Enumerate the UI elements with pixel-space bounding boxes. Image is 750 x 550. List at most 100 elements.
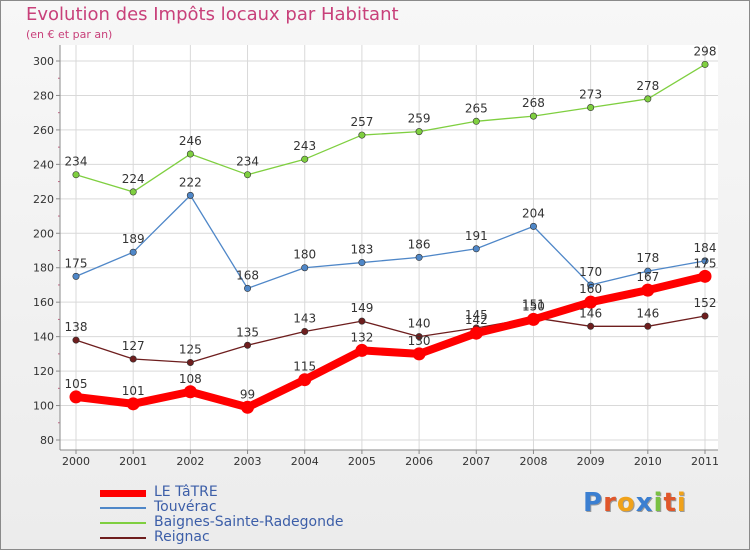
- y-tick-label: 180: [33, 262, 54, 275]
- x-tick-label: 2006: [405, 455, 433, 468]
- data-label: 101: [122, 384, 145, 398]
- data-label: 204: [522, 206, 545, 220]
- data-label: 234: [236, 155, 259, 169]
- data-point: [412, 347, 426, 361]
- data-point: [698, 269, 712, 283]
- data-point: [126, 397, 140, 411]
- data-point: [358, 131, 366, 139]
- data-point: [587, 281, 595, 289]
- data-label: 140: [408, 317, 431, 331]
- y-tick-label: 160: [33, 296, 54, 309]
- data-point: [355, 343, 369, 357]
- data-point: [584, 295, 598, 309]
- data-label: 180: [293, 248, 316, 262]
- data-label: 138: [65, 320, 88, 334]
- data-point: [701, 60, 709, 68]
- x-tick-label: 2008: [519, 455, 547, 468]
- data-label: 178: [636, 251, 659, 265]
- data-point: [701, 257, 709, 265]
- y-tick-label: 100: [33, 400, 54, 413]
- logo-letter: i: [653, 488, 664, 518]
- data-point: [186, 358, 194, 366]
- data-label: 222: [179, 175, 202, 189]
- data-point: [186, 150, 194, 158]
- x-tick-label: 2011: [691, 455, 719, 468]
- x-tick-label: 2009: [577, 455, 605, 468]
- data-point: [529, 112, 537, 120]
- legend-swatch: [100, 489, 146, 497]
- data-point: [415, 333, 423, 341]
- chart-title: Evolution des Impôts locaux par Habitant: [26, 4, 399, 25]
- legend-label: Baignes-Sainte-Radegonde: [154, 514, 344, 530]
- data-point: [529, 222, 537, 230]
- data-label: 224: [122, 172, 145, 186]
- data-label: 189: [122, 232, 145, 246]
- data-label: 152: [694, 296, 717, 310]
- data-point: [129, 355, 137, 363]
- data-label: 167: [636, 270, 659, 284]
- data-label: 127: [122, 339, 145, 353]
- data-point: [641, 283, 655, 297]
- x-tick-label: 2003: [234, 455, 262, 468]
- data-point: [298, 373, 312, 387]
- logo-letter: P: [583, 488, 604, 518]
- data-point: [244, 171, 252, 179]
- logo-letter: x: [635, 488, 654, 518]
- data-label: 186: [408, 237, 431, 251]
- series-line-3: [75, 315, 706, 364]
- x-tick-label: 2010: [634, 455, 662, 468]
- data-label: 99: [240, 387, 255, 401]
- chart-subtitle: (en € et par an): [26, 28, 113, 41]
- data-point: [644, 95, 652, 103]
- data-label: 149: [350, 301, 373, 315]
- data-point: [358, 259, 366, 267]
- data-label: 257: [350, 115, 373, 129]
- series-line-2: [75, 63, 706, 193]
- y-tick-label: 240: [33, 158, 54, 171]
- data-label: 105: [65, 377, 88, 391]
- y-tick-label: 220: [33, 193, 54, 206]
- logo-letter: i: [676, 488, 687, 518]
- data-point: [644, 322, 652, 330]
- data-point: [472, 117, 480, 125]
- legend-swatch: [100, 507, 146, 509]
- y-tick-label: 260: [33, 124, 54, 137]
- data-point: [72, 171, 80, 179]
- data-label: 168: [236, 268, 259, 282]
- y-tick-label: 120: [33, 365, 54, 378]
- data-label: 143: [293, 311, 316, 325]
- series-line-0: [72, 272, 709, 412]
- data-label: 115: [293, 360, 316, 374]
- data-point: [415, 128, 423, 136]
- data-point: [644, 267, 652, 275]
- data-label: 146: [636, 306, 659, 320]
- data-point: [587, 104, 595, 112]
- logo-letter: r: [603, 488, 617, 518]
- data-point: [129, 248, 137, 256]
- data-label: 183: [350, 243, 373, 257]
- data-point: [415, 253, 423, 261]
- legend-label: Reignac: [154, 529, 210, 545]
- data-label: 146: [579, 306, 602, 320]
- logo-letter: t: [663, 488, 677, 518]
- data-label: 265: [465, 101, 488, 115]
- data-label: 135: [236, 325, 259, 339]
- y-tick-label: 300: [33, 55, 54, 68]
- x-tick-label: 2002: [176, 455, 204, 468]
- data-label: 150: [522, 299, 545, 313]
- series-line-1: [75, 194, 706, 290]
- legend-label: Touvérac: [154, 499, 217, 515]
- data-label: 151: [522, 298, 545, 312]
- data-point: [358, 317, 366, 325]
- data-point: [587, 322, 595, 330]
- data-label: 268: [522, 96, 545, 110]
- y-tick-label: 280: [33, 89, 54, 102]
- data-label: 108: [179, 372, 202, 386]
- data-point: [183, 385, 197, 399]
- plot-area: [60, 45, 718, 450]
- data-label: 175: [65, 256, 88, 270]
- y-tick-label: 140: [33, 331, 54, 344]
- y-tick-label: 200: [33, 227, 54, 240]
- data-point: [526, 312, 540, 326]
